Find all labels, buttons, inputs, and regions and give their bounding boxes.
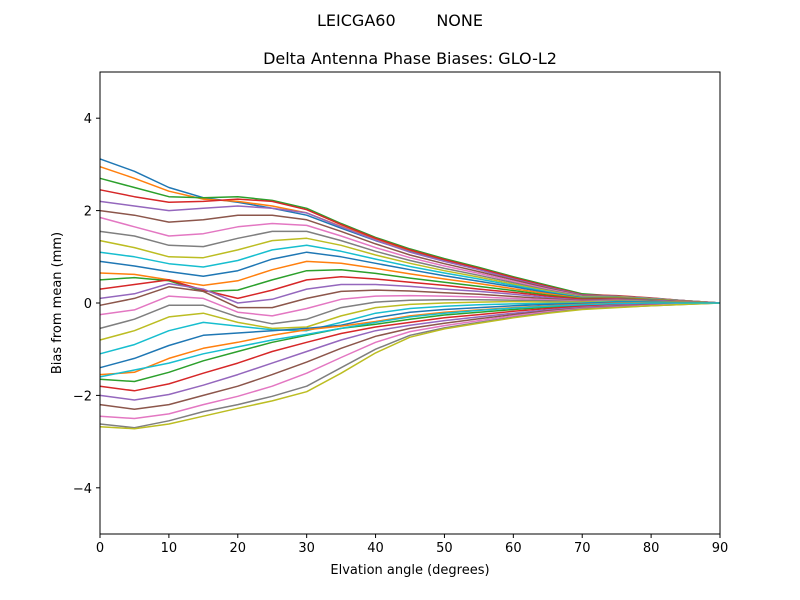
- x-axis-label: Elvation angle (degrees): [330, 563, 489, 578]
- x-axis-ticks: 0 10 20 30 40 50 60 70 80 90: [96, 534, 728, 556]
- x-tick-label: 0: [96, 541, 104, 556]
- y-tick-label: 4: [84, 112, 92, 127]
- x-tick-label: 60: [505, 541, 522, 556]
- series-line-25: [99, 302, 721, 401]
- y-axis-label: Bias from mean (mm): [50, 232, 65, 374]
- series-lines: [99, 158, 721, 430]
- series-line-30: [99, 302, 720, 378]
- y-tick-label: −2: [73, 389, 92, 404]
- x-tick-label: 70: [574, 541, 591, 556]
- series-line-27: [99, 302, 721, 420]
- x-tick-label: 20: [230, 541, 247, 556]
- x-tick-label: 10: [161, 541, 178, 556]
- series-line-9: [99, 237, 721, 304]
- y-tick-label: 0: [84, 297, 92, 312]
- x-tick-label: 40: [367, 541, 384, 556]
- y-tick-label: −4: [73, 482, 92, 497]
- plot-frame: [99, 71, 721, 535]
- chart-title: Delta Antenna Phase Biases: GLO-L2: [263, 49, 557, 68]
- x-tick-label: 30: [298, 541, 315, 556]
- figure-suptitle: LEICGA60 NONE: [317, 11, 483, 30]
- series-line-1: [99, 158, 721, 304]
- x-tick-label: 80: [643, 541, 660, 556]
- y-axis-ticks: −4 −2 0 2 4: [73, 112, 100, 497]
- series-line-21: [99, 301, 721, 369]
- series-line-29: [99, 302, 721, 430]
- x-tick-label: 50: [436, 541, 453, 556]
- y-tick-label: 2: [84, 205, 92, 220]
- x-tick-label: 90: [712, 541, 729, 556]
